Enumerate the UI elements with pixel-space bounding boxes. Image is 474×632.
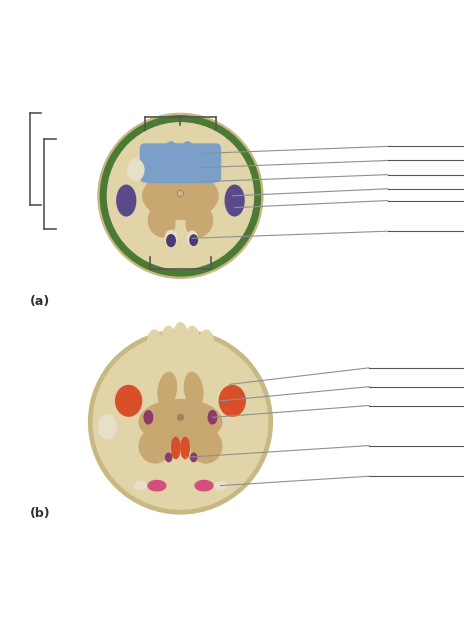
Ellipse shape xyxy=(172,437,180,459)
Ellipse shape xyxy=(182,149,202,181)
Ellipse shape xyxy=(187,231,197,245)
Circle shape xyxy=(89,330,273,514)
Ellipse shape xyxy=(158,372,176,408)
Ellipse shape xyxy=(165,231,177,246)
Ellipse shape xyxy=(139,399,222,444)
Circle shape xyxy=(178,415,183,420)
Ellipse shape xyxy=(215,482,227,490)
Ellipse shape xyxy=(191,453,197,461)
Ellipse shape xyxy=(162,326,176,355)
Ellipse shape xyxy=(173,322,188,356)
Circle shape xyxy=(98,113,263,278)
Text: (b): (b) xyxy=(30,507,50,520)
Ellipse shape xyxy=(148,207,175,237)
Ellipse shape xyxy=(144,411,153,424)
Circle shape xyxy=(178,191,183,197)
Ellipse shape xyxy=(117,185,136,216)
Circle shape xyxy=(100,116,261,276)
Ellipse shape xyxy=(99,415,117,439)
Ellipse shape xyxy=(196,147,212,173)
Ellipse shape xyxy=(128,159,144,181)
Ellipse shape xyxy=(147,330,162,354)
Ellipse shape xyxy=(184,372,203,408)
Ellipse shape xyxy=(164,142,179,173)
Ellipse shape xyxy=(191,430,222,463)
Ellipse shape xyxy=(139,430,170,463)
Ellipse shape xyxy=(208,411,217,424)
Circle shape xyxy=(108,123,254,269)
Text: (a): (a) xyxy=(30,295,50,308)
FancyBboxPatch shape xyxy=(140,144,220,182)
Ellipse shape xyxy=(165,453,172,461)
Bar xyxy=(146,155,214,182)
Ellipse shape xyxy=(143,173,218,219)
Ellipse shape xyxy=(135,482,146,490)
Ellipse shape xyxy=(199,330,213,354)
Ellipse shape xyxy=(148,480,166,491)
Ellipse shape xyxy=(225,185,244,216)
Circle shape xyxy=(179,191,182,195)
Ellipse shape xyxy=(116,386,142,416)
Ellipse shape xyxy=(185,326,199,355)
Ellipse shape xyxy=(146,147,163,173)
Ellipse shape xyxy=(167,234,175,246)
Ellipse shape xyxy=(195,480,213,491)
Ellipse shape xyxy=(180,142,195,173)
Ellipse shape xyxy=(181,437,190,459)
Ellipse shape xyxy=(186,207,212,237)
Ellipse shape xyxy=(190,235,197,245)
Ellipse shape xyxy=(159,149,178,181)
Circle shape xyxy=(93,335,268,509)
Ellipse shape xyxy=(219,386,245,416)
